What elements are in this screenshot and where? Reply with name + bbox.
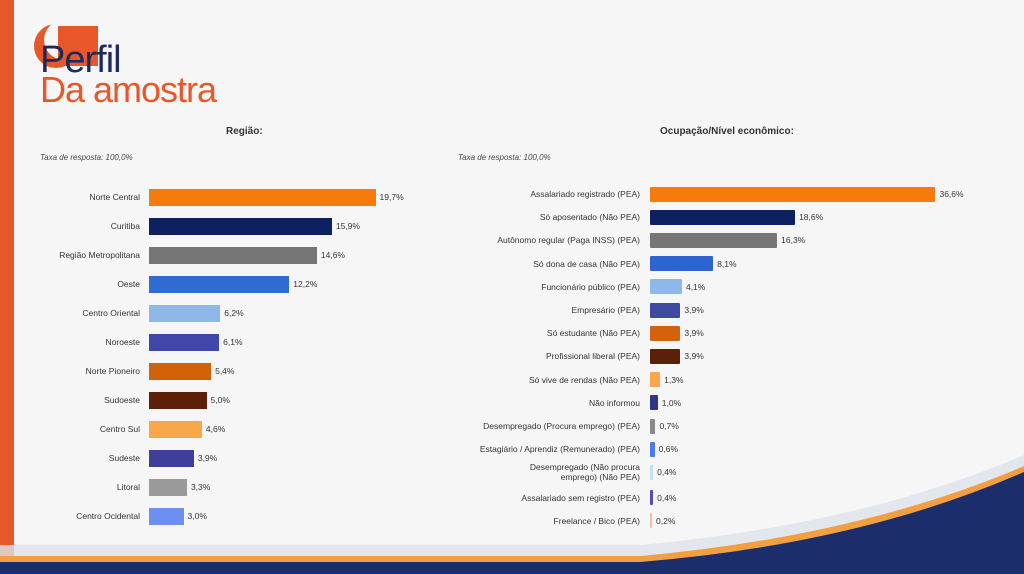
bar-regiao bbox=[149, 304, 221, 322]
bar-ocupacao bbox=[650, 490, 654, 506]
value-label: 18,6% bbox=[799, 212, 824, 223]
value-label: 19,7% bbox=[379, 192, 404, 202]
category-label: Centro Sul bbox=[99, 424, 140, 434]
chart-title-regiao: Região: bbox=[226, 126, 263, 137]
category-label: Não informou bbox=[588, 397, 640, 408]
value-label: 0,6% bbox=[658, 444, 679, 455]
value-label: 5,0% bbox=[210, 395, 230, 405]
category-label: Sudoeste bbox=[104, 395, 140, 405]
category-label: Curitiba bbox=[110, 221, 140, 231]
category-label: Só estudante (Não PEA) bbox=[546, 328, 640, 339]
bar-ocupacao bbox=[650, 464, 654, 480]
bar-regiao bbox=[149, 478, 187, 496]
value-label: 4,6% bbox=[205, 424, 226, 434]
category-label: Noroeste bbox=[105, 337, 141, 347]
response-rate-regiao: Taxa de resposta: 100,0% bbox=[40, 153, 133, 162]
category-label: Assalariado registrado (PEA) bbox=[530, 189, 640, 199]
logo-title: Perfil Da amostra bbox=[30, 18, 250, 108]
value-label: 3,0% bbox=[187, 511, 207, 521]
bar-regiao bbox=[149, 362, 212, 380]
value-label: 6,2% bbox=[224, 308, 244, 318]
bar-regiao bbox=[149, 246, 317, 264]
value-label: 15,9% bbox=[335, 221, 360, 231]
bar-ocupacao bbox=[650, 418, 656, 434]
bar-regiao bbox=[149, 449, 194, 467]
category-label: Região Metropolitana bbox=[59, 250, 140, 260]
value-label: 0,2% bbox=[656, 515, 676, 526]
value-label: 1,3% bbox=[664, 374, 684, 385]
category-label: Litoral bbox=[116, 482, 140, 492]
title-line2: Da amostra bbox=[40, 69, 217, 110]
bar-ocupacao bbox=[650, 232, 778, 248]
response-rate-ocupacao: Taxa de resposta: 100,0% bbox=[458, 153, 551, 162]
value-label: 4,1% bbox=[685, 281, 706, 292]
value-label: 0,4% bbox=[657, 492, 677, 503]
value-label: 3,9% bbox=[684, 328, 704, 339]
bar-regiao bbox=[149, 188, 376, 206]
bar-ocupacao bbox=[650, 279, 682, 295]
bar-ocupacao bbox=[650, 186, 936, 202]
category-label: Funcionário público (PEA) bbox=[541, 281, 640, 292]
value-label: 3,9% bbox=[684, 305, 704, 315]
category-label: Norte Pioneiro bbox=[85, 366, 140, 376]
category-label: Só aposentado (Não PEA) bbox=[539, 212, 640, 223]
category-label: Empresário (PEA) bbox=[571, 305, 641, 315]
bar-ocupacao bbox=[650, 325, 681, 341]
category-label: Autônomo regular (Paga INSS) (PEA) bbox=[497, 235, 640, 246]
value-label: 1,0% bbox=[661, 397, 682, 408]
category-label: Centro Oriental bbox=[82, 308, 140, 318]
category-label: Estagiário / Aprendiz (Remunerado) (PEA) bbox=[479, 444, 640, 455]
value-label: 3,3% bbox=[190, 482, 211, 492]
category-label: Só dona de casa (Não PEA) bbox=[533, 258, 640, 269]
value-label: 16,3% bbox=[781, 235, 806, 246]
value-label: 8,1% bbox=[717, 258, 737, 269]
category-label: Desempregado (Procura emprego) (PEA) bbox=[483, 421, 640, 431]
bar-ocupacao bbox=[650, 209, 796, 225]
category-label: Só vive de rendas (Não PEA) bbox=[528, 374, 640, 385]
bar-ocupacao bbox=[650, 513, 652, 529]
bar-ocupacao bbox=[650, 256, 714, 272]
value-label: 3,9% bbox=[197, 453, 218, 463]
category-label: Profissional liberal (PEA) bbox=[545, 351, 640, 362]
bar-ocupacao bbox=[650, 302, 681, 318]
bar-ocupacao bbox=[650, 372, 661, 388]
bar-ocupacao bbox=[650, 395, 658, 411]
category-label: Oeste bbox=[117, 279, 140, 289]
chart-title-ocupacao: Ocupação/Nível econômico: bbox=[660, 126, 794, 137]
value-label: 14,6% bbox=[320, 250, 345, 260]
bar-regiao bbox=[149, 333, 220, 351]
bar-regiao bbox=[149, 507, 184, 525]
value-label: 12,2% bbox=[293, 279, 318, 289]
bar-ocupacao bbox=[650, 348, 681, 364]
category-label: Desempregado (Não procura emprego) (Não … bbox=[529, 462, 640, 483]
value-label: 5,4% bbox=[215, 366, 235, 376]
category-label: Centro Ocidental bbox=[76, 511, 140, 521]
category-label: Sudeste bbox=[108, 453, 140, 463]
bar-regiao bbox=[149, 275, 290, 293]
value-label: 3,9% bbox=[684, 351, 704, 362]
value-label: 36,6% bbox=[939, 189, 964, 199]
value-label: 6,1% bbox=[223, 337, 243, 347]
title-line1: Perfil bbox=[40, 39, 122, 81]
bar-regiao bbox=[149, 420, 202, 438]
category-label: Assalariado sem registro (PEA) bbox=[521, 492, 640, 503]
bar-regiao bbox=[149, 391, 207, 409]
left-accent-stripe bbox=[0, 0, 14, 574]
category-label: Norte Central bbox=[89, 192, 140, 202]
bar-regiao bbox=[149, 217, 332, 235]
category-label: Freelance / Bico (PEA) bbox=[553, 515, 640, 526]
bar-ocupacao bbox=[650, 441, 655, 457]
value-label: 0,4% bbox=[657, 467, 677, 478]
value-label: 0,7% bbox=[659, 421, 679, 431]
